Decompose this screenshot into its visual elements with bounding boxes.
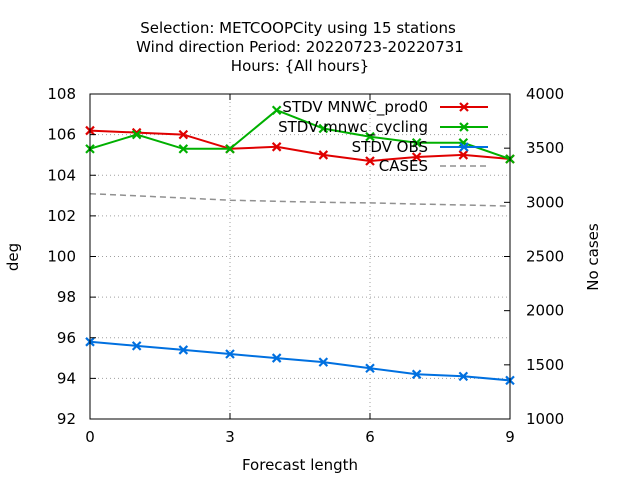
y2-axis-label: No cases xyxy=(584,223,602,291)
y-tick-label: 94 xyxy=(57,369,76,387)
y2-tick-label: 2000 xyxy=(526,302,564,320)
x-tick-label: 0 xyxy=(85,428,95,446)
y2-tick-label: 3000 xyxy=(526,193,564,211)
y-tick-label: 108 xyxy=(47,85,76,103)
legend-marker-stdv-mnwc-prod0 xyxy=(459,102,469,112)
data-point-stdv-mnwc-cycling xyxy=(131,129,142,140)
legend-label-stdv-mnwc-prod0: STDV MNWC_prod0 xyxy=(282,98,428,117)
chart-title-line-2: Wind direction Period: 20220723-20220731 xyxy=(136,38,464,56)
y2-tick-label: 1000 xyxy=(526,410,564,428)
x-tick-label: 6 xyxy=(365,428,375,446)
data-point-stdv-mnwc-prod0 xyxy=(318,150,329,160)
chart-title-line-1: Selection: METCOOPCity using 15 stations xyxy=(140,19,456,37)
y-tick-label: 100 xyxy=(47,248,76,266)
y2-tick-label: 4000 xyxy=(526,85,564,103)
y2-tick-label: 3500 xyxy=(526,139,564,157)
series-line-stdv-obs xyxy=(89,340,511,382)
x-tick-label: 9 xyxy=(505,428,515,446)
data-point-stdv-obs xyxy=(411,369,422,380)
y-axis-label: deg xyxy=(4,243,22,271)
data-point-stdv-mnwc-cycling xyxy=(318,123,329,134)
series-line-stdv-mnwc-prod0 xyxy=(89,129,511,163)
data-point-stdv-obs xyxy=(131,341,142,351)
data-point-stdv-mnwc-cycling xyxy=(225,144,235,154)
series-layer xyxy=(85,105,515,386)
data-point-stdv-mnwc-cycling xyxy=(365,131,375,142)
data-point-stdv-obs xyxy=(225,349,235,359)
legend-marker-stdv-obs xyxy=(459,142,469,152)
y2-tick-label: 1500 xyxy=(526,356,564,374)
data-point-stdv-obs xyxy=(271,353,282,363)
data-point-stdv-obs xyxy=(178,345,189,355)
data-point-stdv-mnwc-prod0 xyxy=(365,156,375,166)
y-tick-label: 106 xyxy=(47,126,76,144)
y2-tick-label: 2500 xyxy=(526,248,564,266)
data-point-stdv-obs xyxy=(458,371,469,382)
axes: 0 3 6 9 92 94 96 98 100 102 104 106 108 1000 1500 2000 2… xyxy=(47,85,564,446)
legend-marker-stdv-mnwc-cycling xyxy=(459,122,469,132)
data-point-stdv-mnwc-cycling xyxy=(178,144,189,154)
series-line-stdv-mnwc-cycling xyxy=(89,109,511,160)
data-point-stdv-mnwc-cycling xyxy=(411,137,422,148)
x-axis-label: Forecast length xyxy=(242,456,358,474)
series-line-cases xyxy=(89,192,511,207)
legend-label-stdv-mnwc-cycling: STDV mnwc_cycling xyxy=(278,118,428,137)
data-point-stdv-mnwc-cycling xyxy=(271,105,282,116)
data-point-stdv-obs xyxy=(365,363,375,373)
data-point-stdv-mnwc-prod0 xyxy=(178,129,189,140)
y-tick-label: 104 xyxy=(47,166,76,184)
data-point-stdv-mnwc-prod0 xyxy=(458,150,469,160)
y-tick-label: 96 xyxy=(57,329,76,347)
data-point-stdv-obs xyxy=(318,357,329,367)
legend-label-stdv-obs: STDV OBS xyxy=(352,138,428,156)
y-tick-label: 92 xyxy=(57,410,76,428)
y-tick-label: 102 xyxy=(47,207,76,225)
x-tick-label: 3 xyxy=(225,428,235,446)
data-point-stdv-mnwc-prod0 xyxy=(271,142,282,152)
data-point-stdv-mnwc-prod0 xyxy=(411,152,422,162)
legend-label-cases: CASES xyxy=(379,157,428,175)
chart-title-line-3: Hours: {All hours} xyxy=(231,57,369,75)
y-tick-label: 98 xyxy=(57,288,76,306)
